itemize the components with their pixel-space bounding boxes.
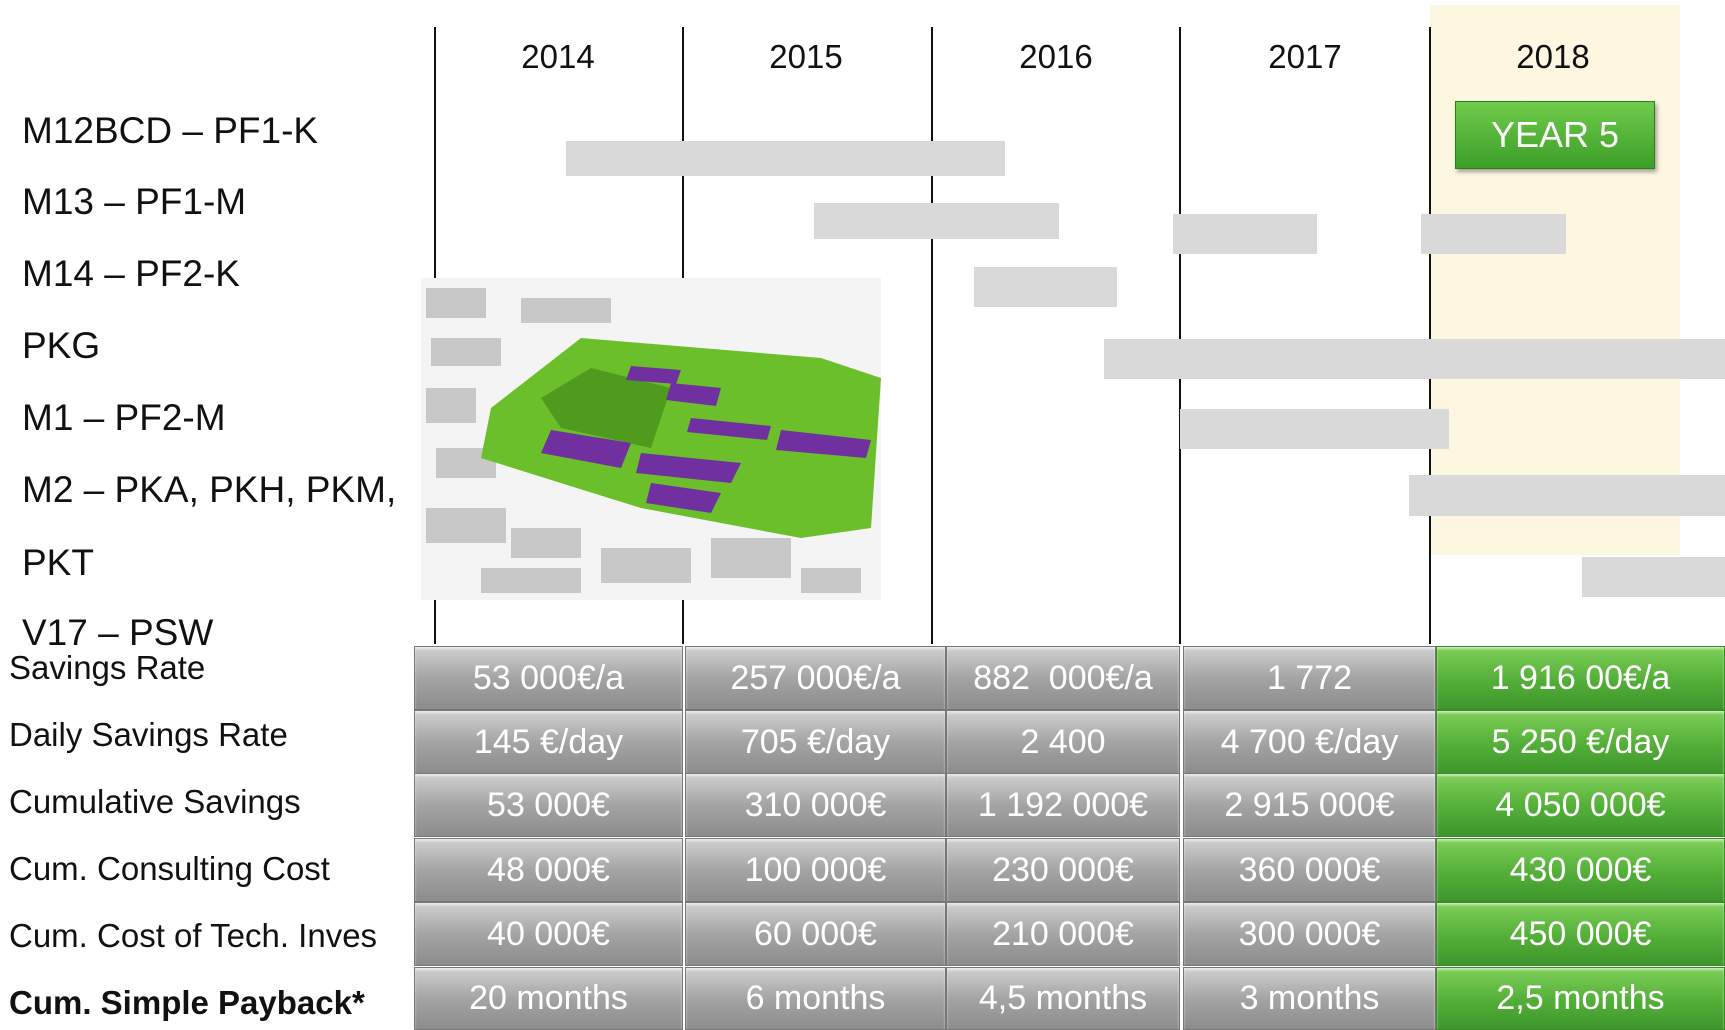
table-cell: 100 000€ [685, 838, 946, 902]
gantt-bar [566, 141, 1005, 176]
project-label: PKT [22, 542, 94, 583]
table-cell: 4,5 months [946, 967, 1180, 1030]
project-label: M2 – PKA, PKH, PKM, [22, 469, 397, 510]
gantt-bar [1180, 409, 1449, 449]
table-cell: 60 000€ [685, 902, 946, 966]
table-cell: 48 000€ [414, 838, 683, 902]
project-label: M14 – PF2-K [22, 253, 240, 294]
table-cell: 1 916 00€/a [1436, 646, 1725, 710]
table-cell: 20 months [414, 967, 683, 1030]
table-cell: 4 700 €/day [1183, 710, 1436, 774]
row-label: Cumulative Savings [9, 783, 301, 820]
table-cell: 882 000€/a [946, 646, 1180, 710]
project-label: PKG [22, 325, 101, 366]
table-cell: 310 000€ [685, 773, 946, 837]
gantt-bar [1421, 214, 1566, 254]
gantt-bar [974, 267, 1117, 307]
row-label: Daily Savings Rate [9, 716, 288, 753]
gantt-bar [1104, 339, 1725, 379]
year-label: 2014 [521, 38, 595, 75]
gantt-bar [1173, 214, 1317, 254]
row-label: Cum. Consulting Cost [9, 850, 330, 887]
year-badge: YEAR 5 [1455, 101, 1655, 169]
table-cell: 3 months [1183, 967, 1436, 1030]
table-cell: 5 250 €/day [1436, 710, 1725, 774]
table-cell: 1 772 [1183, 646, 1436, 710]
table-cell: 257 000€/a [685, 646, 946, 710]
year-divider [931, 27, 933, 644]
table-cell: 705 €/day [685, 710, 946, 774]
project-label: M12BCD – PF1-K [22, 110, 319, 151]
table-cell: 210 000€ [946, 902, 1180, 966]
table-cell: 145 €/day [414, 710, 683, 774]
year-divider [1179, 27, 1181, 644]
year-label: 2017 [1268, 38, 1342, 75]
table-cell: 300 000€ [1183, 902, 1436, 966]
table-cell: 430 000€ [1436, 838, 1725, 902]
table-cell: 2 400 [946, 710, 1180, 774]
table-cell: 2 915 000€ [1183, 773, 1436, 837]
row-label: Cum. Cost of Tech. Inves [9, 917, 378, 954]
gantt-bar [1582, 557, 1725, 597]
row-label: Cum. Simple Payback* [9, 984, 365, 1021]
table-cell: 230 000€ [946, 838, 1180, 902]
gantt-bar [814, 203, 1059, 239]
gantt-bar [1409, 475, 1725, 516]
table-cell: 4 050 000€ [1436, 773, 1725, 837]
table-cell: 53 000€/a [414, 646, 683, 710]
year-label: 2018 [1516, 38, 1590, 75]
table-cell: 2,5 months [1436, 967, 1725, 1030]
year-divider [1429, 27, 1431, 644]
project-label: V17 – PSW [22, 612, 214, 653]
site-map [421, 278, 881, 600]
table-cell: 450 000€ [1436, 902, 1725, 966]
table-cell: 53 000€ [414, 773, 683, 837]
row-label: Savings Rate [9, 649, 206, 686]
highlight-column [1430, 5, 1680, 555]
project-label: M13 – PF1-M [22, 181, 247, 222]
year-label: 2016 [1019, 38, 1093, 75]
table-cell: 6 months [685, 967, 946, 1030]
table-cell: 360 000€ [1183, 838, 1436, 902]
year-label: 2015 [769, 38, 843, 75]
table-cell: 1 192 000€ [946, 773, 1180, 837]
project-label: M1 – PF2-M [22, 397, 226, 438]
table-cell: 40 000€ [414, 902, 683, 966]
